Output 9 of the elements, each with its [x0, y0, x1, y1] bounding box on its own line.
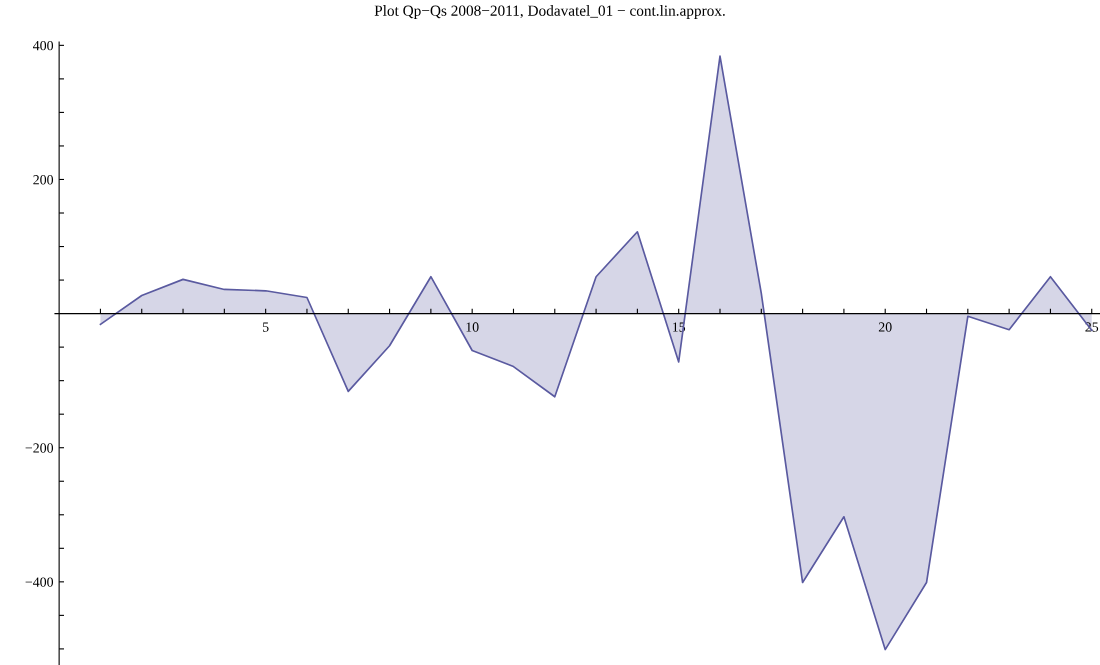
y-tick-label: −200 — [25, 443, 54, 453]
x-tick-label: 20 — [878, 322, 892, 332]
x-tick-label: 15 — [672, 322, 686, 332]
x-tick-label: 10 — [466, 322, 479, 332]
x-tick-label: 5 — [262, 322, 269, 332]
y-tick-label: 400 — [33, 40, 54, 51]
y-tick-label: 200 — [33, 175, 54, 185]
chart-title: Plot Qp−Qs 2008−2011, Dodavatel_01 − cont.lin.approx. — [374, 5, 725, 19]
y-tick-label: −400 — [25, 577, 54, 587]
